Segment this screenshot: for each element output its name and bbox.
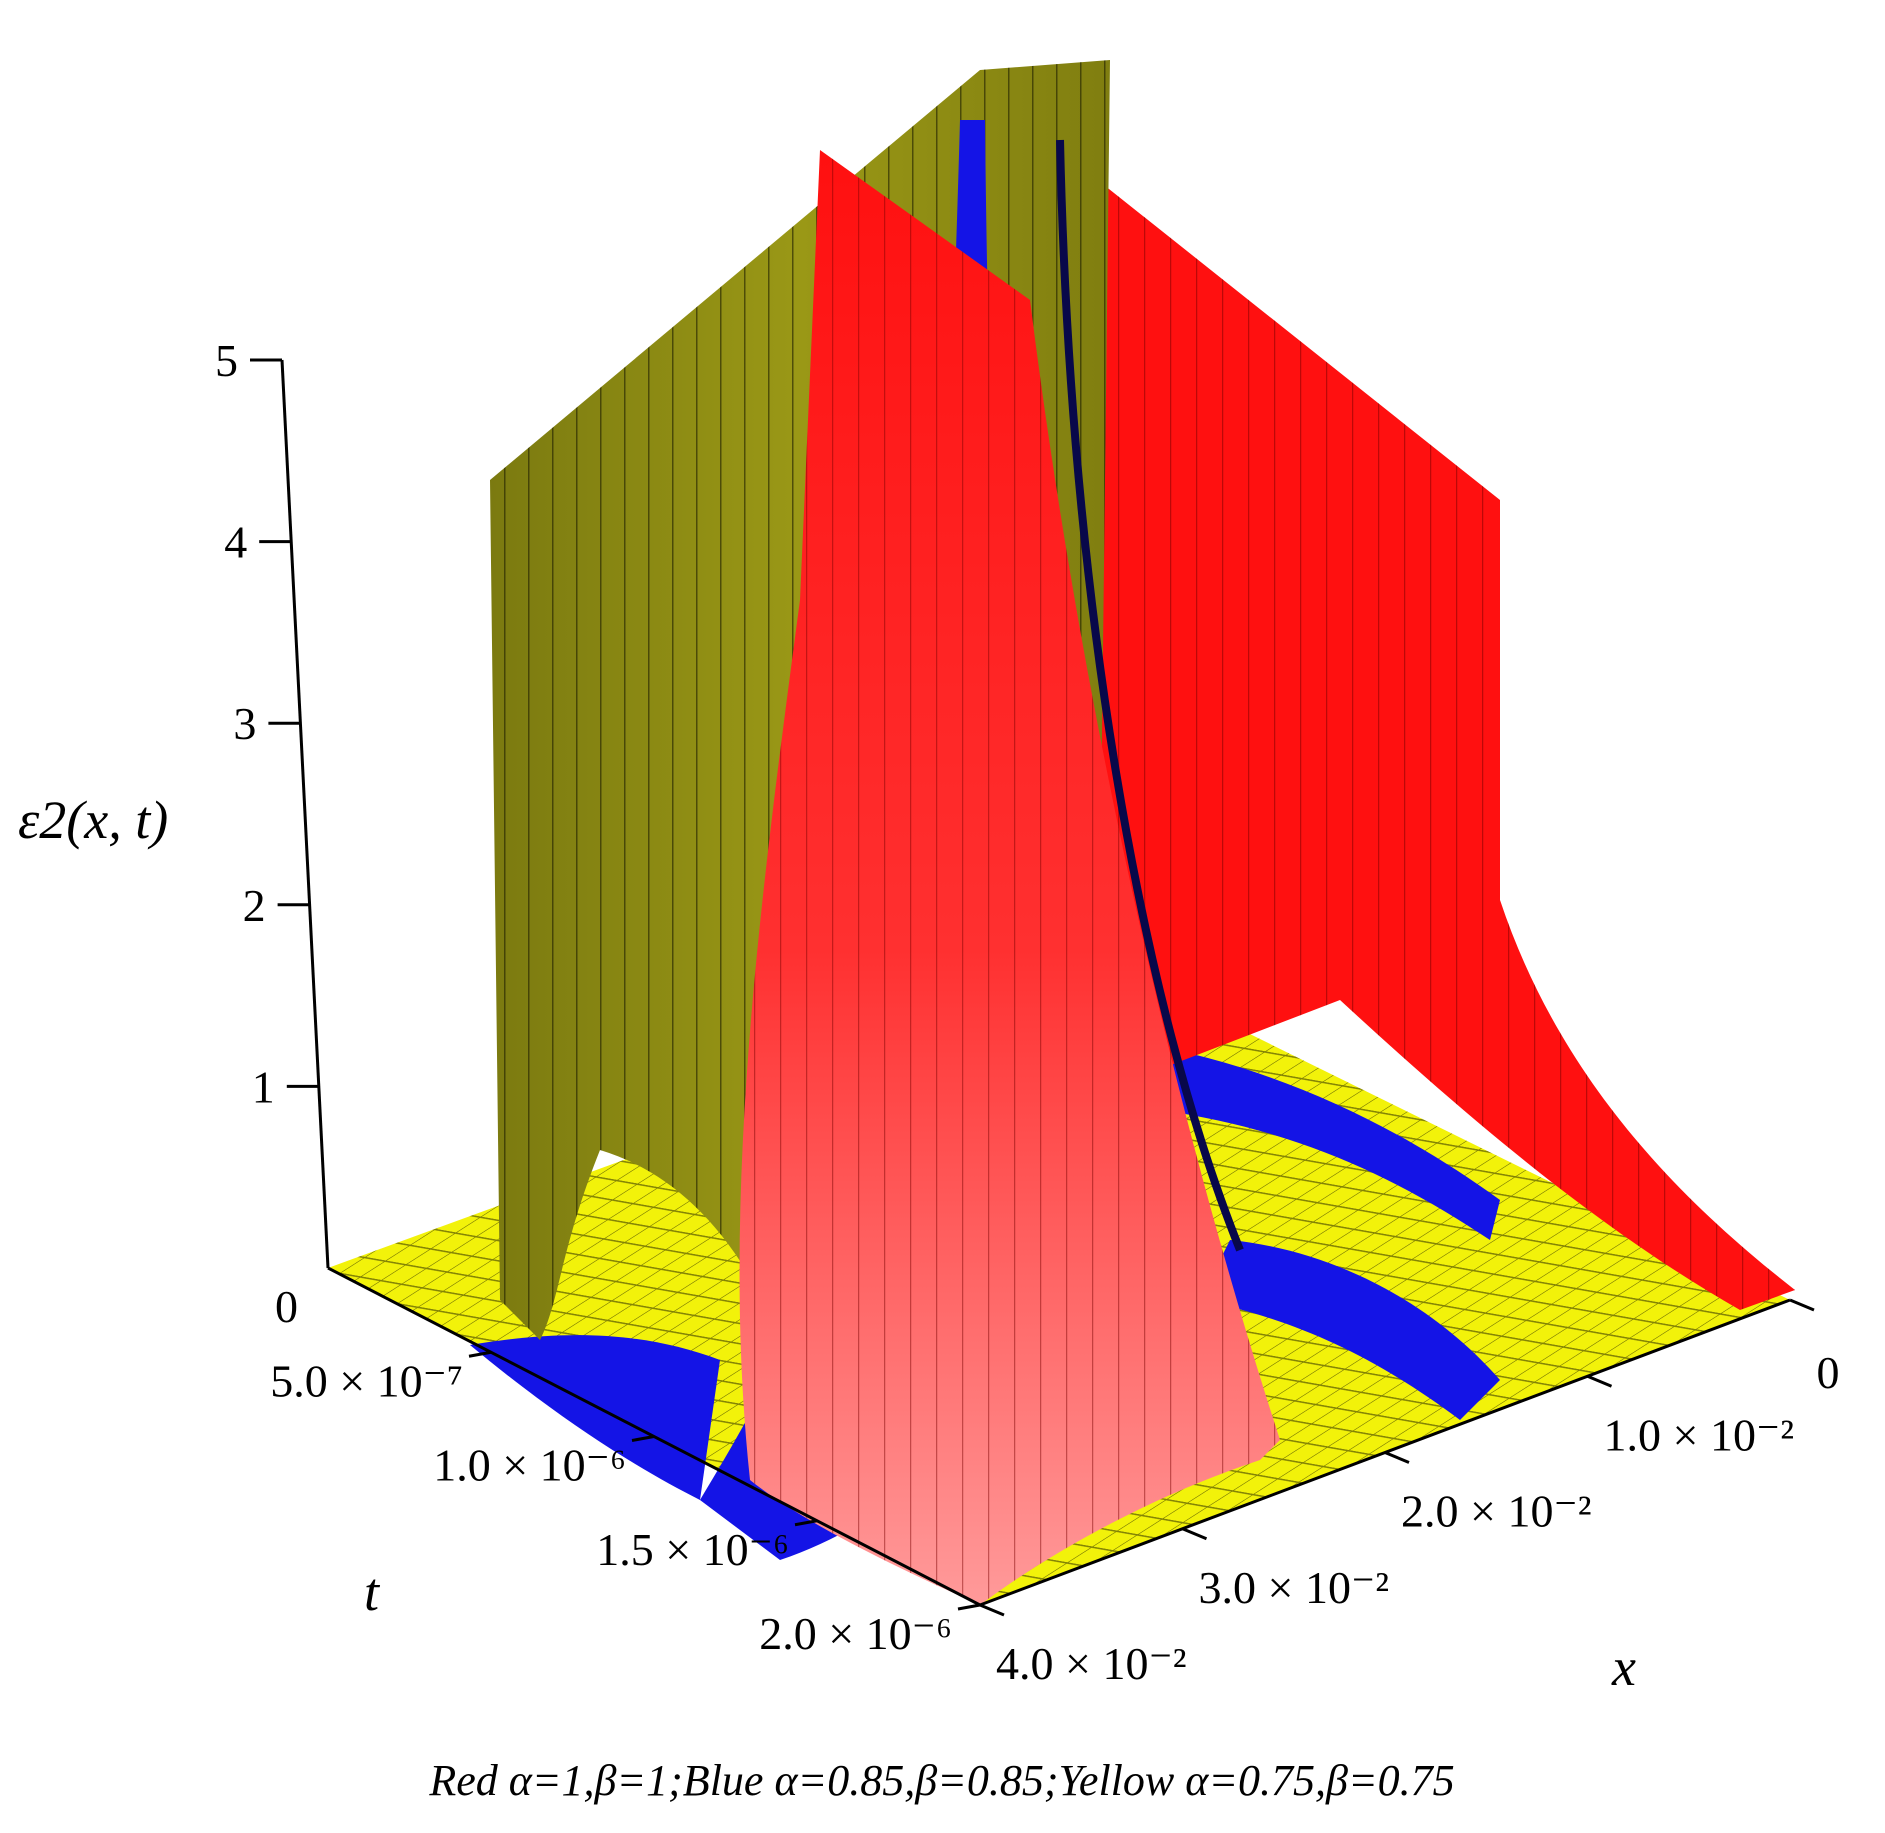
figure-caption: Red α=1,β=1;Blue α=0.85,β=0.85;Yellow α=… <box>428 1756 1454 1805</box>
x-tick-mark <box>1181 1527 1208 1541</box>
z-tick-label: 2 <box>243 880 266 931</box>
t-tick-label: 5.0 × 10⁻⁷ <box>270 1355 463 1406</box>
z-axis-line <box>280 359 330 1269</box>
x-tick-label: 2.0 × 10⁻² <box>1401 1486 1592 1537</box>
t-tick-mark <box>957 1603 981 1611</box>
x-axis-label: x <box>1611 1637 1636 1697</box>
surface-red-back-mesh <box>1060 150 1795 1310</box>
z-tick-label: 4 <box>224 517 247 568</box>
x-tick-mark <box>1789 1298 1815 1312</box>
z-tick-label: 3 <box>233 698 256 749</box>
x-tick-label: 0 <box>1817 1347 1840 1398</box>
z-ticks: 0 1 2 3 4 5 <box>215 335 319 1332</box>
surface-blue-floor-right <box>1200 1240 1500 1420</box>
z-tick-label: 1 <box>252 1061 275 1112</box>
t-tick-label: 1.5 × 10⁻⁶ <box>596 1524 789 1575</box>
surface-blue-floor-front <box>470 1335 720 1500</box>
surface-blue-floor-back <box>1120 1040 1500 1240</box>
surface-red-front-mesh <box>739 150 1280 1605</box>
z-tick-label: 0 <box>275 1281 298 1332</box>
x-ticks: 0 1.0 × 10⁻²2.0 × 10⁻²3.0 × 10⁻²4.0 × 10⁻… <box>979 1298 1840 1689</box>
x-tick-mark <box>1586 1374 1613 1388</box>
x-tick-label: 4.0 × 10⁻² <box>996 1638 1187 1689</box>
t-tick-label: 2.0 × 10⁻⁶ <box>759 1608 952 1659</box>
surface-crest-line <box>1056 139 1244 1252</box>
z-tick-label: 5 <box>215 335 238 386</box>
z-axis-label: ε2(x, t) <box>18 790 168 850</box>
t-axis-label: t <box>364 1562 381 1622</box>
t-ticks: 5.0 × 10⁻⁷ 1.0 × 10⁻⁶ 1.5 × 10⁻⁶ 2.0 × 10⁻⁶ <box>270 1350 981 1659</box>
t-tick-mark <box>794 1519 818 1527</box>
x-tick-label: 1.0 × 10⁻² <box>1604 1409 1795 1460</box>
x-tick-mark <box>979 1603 1005 1617</box>
x-tick-mark <box>1384 1451 1410 1464</box>
t-tick-mark <box>631 1435 655 1442</box>
t-tick-mark <box>468 1350 492 1358</box>
x-tick-label: 3.0 × 10⁻² <box>1199 1562 1390 1613</box>
t-tick-label: 1.0 × 10⁻⁶ <box>433 1440 626 1491</box>
